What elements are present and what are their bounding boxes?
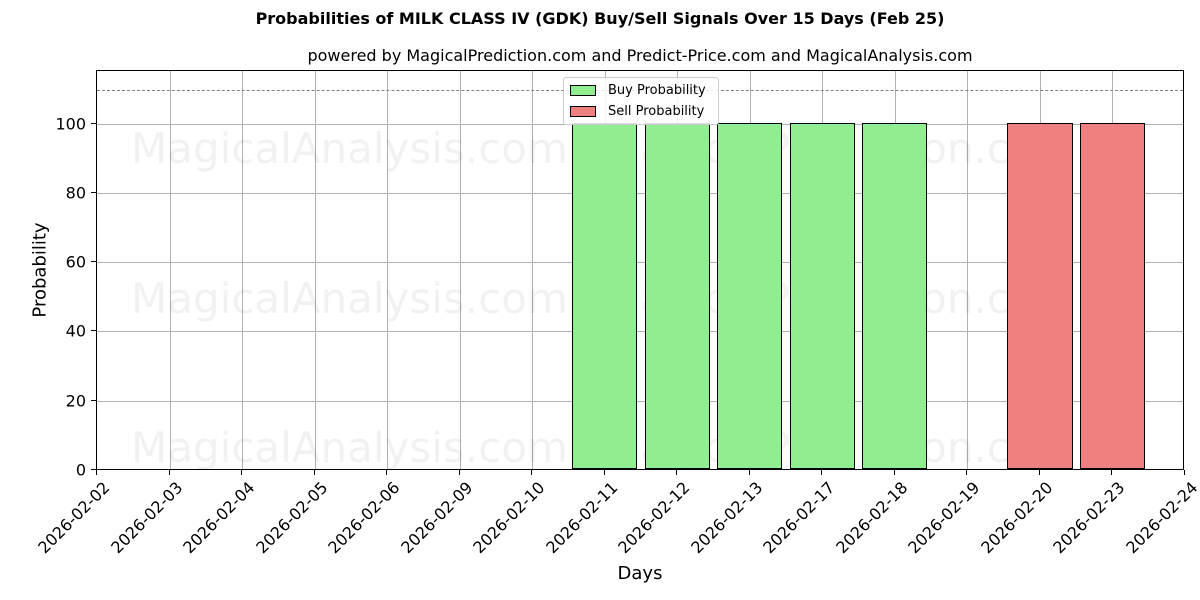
x-tick-label: 2026-02-12 (614, 478, 694, 558)
y-tick-label: 60 (65, 252, 86, 272)
x-tick-mark (1184, 470, 1185, 475)
buy-bar (862, 122, 928, 469)
x-tick-mark (241, 470, 243, 475)
x-tick-mark (1038, 470, 1040, 475)
buy-bar (572, 122, 638, 469)
legend-label-sell: Sell Probability (608, 103, 705, 119)
chart-subtitle: powered by MagicalPrediction.com and Pre… (307, 46, 973, 65)
grid-line-vertical (169, 71, 171, 469)
x-tick-mark (531, 470, 533, 475)
grid-line-horizontal (97, 400, 1183, 402)
watermark: MagicalAnalysis.com (131, 124, 568, 173)
x-tick-mark (386, 470, 388, 475)
x-axis-label: Days (617, 563, 663, 584)
grid-line-vertical (459, 71, 461, 469)
grid-line-horizontal (97, 331, 1183, 333)
y-tick-label: 40 (65, 321, 86, 341)
y-tick-mark (91, 261, 96, 263)
y-tick-mark (91, 469, 96, 470)
y-tick-mark (91, 330, 96, 332)
x-tick-label: 2026-02-24 (1122, 478, 1200, 558)
y-tick-label: 0 (75, 460, 86, 480)
x-tick-mark (966, 470, 968, 475)
grid-line-horizontal (97, 192, 1183, 194)
y-tick-label: 20 (65, 391, 86, 411)
x-tick-label: 2026-02-10 (469, 478, 549, 558)
sell-bar (1079, 122, 1146, 469)
y-tick-mark (91, 399, 96, 401)
y-tick-label: 100 (55, 114, 86, 134)
x-tick-mark (821, 470, 823, 475)
x-tick-label: 2026-02-18 (832, 478, 912, 558)
x-tick-mark (168, 470, 170, 475)
y-tick-label: 80 (65, 183, 86, 203)
x-tick-label: 2026-02-19 (904, 478, 984, 558)
buy-bar (717, 122, 783, 469)
x-tick-label: 2026-02-06 (324, 478, 404, 558)
x-tick-mark (893, 470, 895, 475)
plot-area: MagicalAnalysis.com MagicalPrediction.co… (96, 70, 1184, 472)
x-tick-mark (748, 470, 750, 475)
x-tick-label: 2026-02-03 (106, 478, 186, 558)
grid-line-vertical (532, 71, 534, 469)
watermark: MagicalAnalysis.com (131, 274, 568, 323)
buy-bar (644, 122, 710, 469)
y-tick-mark (91, 122, 96, 124)
y-tick-mark (91, 191, 96, 193)
watermark: MagicalAnalysis.com (131, 423, 568, 472)
x-tick-label: 2026-02-13 (687, 478, 767, 558)
grid-line-vertical (967, 71, 969, 469)
x-tick-label: 2026-02-17 (759, 478, 839, 558)
x-tick-mark (96, 470, 97, 475)
chart-title: Probabilities of MILK CLASS IV (GDK) Buy… (255, 9, 945, 28)
legend-item-sell: Sell Probability (570, 103, 704, 119)
x-tick-mark (1111, 470, 1113, 475)
grid-line-horizontal (97, 262, 1183, 264)
x-tick-label: 2026-02-23 (1049, 478, 1129, 558)
buy-swatch-icon (570, 84, 596, 96)
x-tick-mark (458, 470, 460, 475)
legend-label-buy: Buy Probability (608, 82, 706, 98)
legend-item-buy: Buy Probability (570, 82, 706, 98)
x-tick-mark (676, 470, 678, 475)
x-tick-label: 2026-02-02 (34, 478, 114, 558)
x-tick-mark (603, 470, 605, 475)
grid-line-vertical (314, 71, 316, 469)
buy-bar (789, 122, 855, 469)
x-tick-label: 2026-02-11 (541, 478, 622, 558)
y-axis-label: Probability (29, 222, 51, 318)
grid-line-vertical (387, 71, 389, 469)
x-tick-label: 2026-02-09 (396, 478, 477, 558)
legend: Buy Probability Sell Probability (563, 77, 719, 125)
sell-swatch-icon (570, 105, 596, 117)
sell-bar (1007, 122, 1073, 469)
x-tick-label: 2026-02-20 (977, 478, 1057, 558)
x-tick-label: 2026-02-05 (251, 478, 332, 558)
grid-line-vertical (242, 71, 244, 469)
x-tick-label: 2026-02-04 (179, 478, 259, 558)
x-tick-mark (313, 470, 315, 475)
